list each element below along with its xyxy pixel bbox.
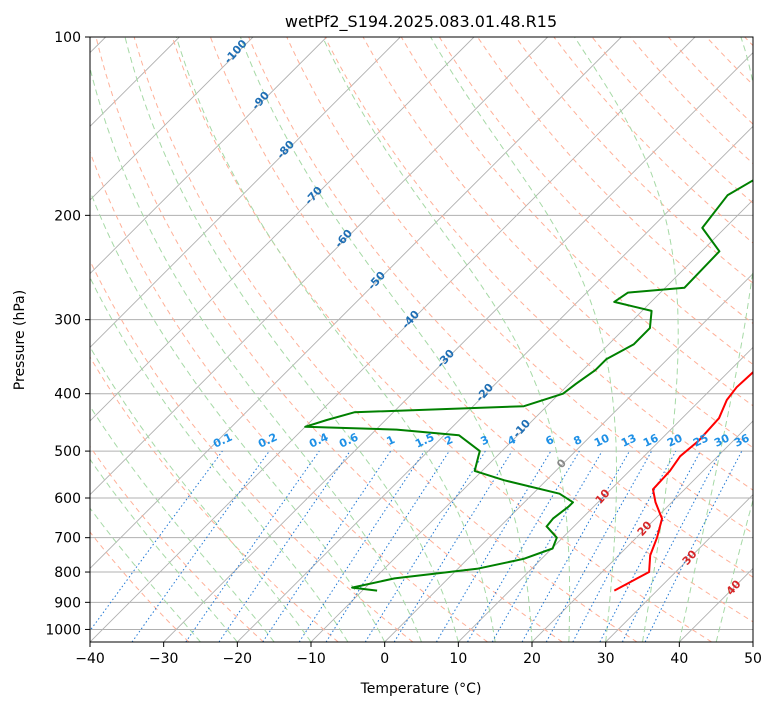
moist-adiabat-line xyxy=(574,37,679,642)
chart-title: wetPf2_S194.2025.083.01.48.R15 xyxy=(285,12,557,32)
mixing-ratio-line xyxy=(393,450,513,642)
dry-adiabat-line xyxy=(133,37,638,642)
dry-adiabat-line xyxy=(362,37,753,449)
dry-adiabat-line xyxy=(95,37,563,642)
moist-adiabat-line xyxy=(90,458,238,642)
plot-background xyxy=(90,37,753,642)
x-tick-label: −20 xyxy=(223,651,253,667)
y-tick-label: 200 xyxy=(54,208,81,224)
x-tick-label: 50 xyxy=(744,651,762,667)
mixing-ratio-line xyxy=(644,450,743,642)
moist-adiabat-line xyxy=(90,405,275,642)
mixing-ratio-line xyxy=(545,450,653,642)
dry-adiabat-line xyxy=(90,356,339,642)
isotherm-line xyxy=(384,273,753,642)
isotherm-line xyxy=(458,346,753,642)
isotherm-line xyxy=(752,641,753,642)
y-tick-label: 600 xyxy=(54,491,81,507)
grid-layer xyxy=(90,37,753,642)
moist-adiabat-line xyxy=(678,37,753,642)
series-layer xyxy=(304,179,753,592)
mixing-ratio-line xyxy=(185,450,320,642)
mixing-ratio-line xyxy=(325,450,450,642)
mixing-ratio-label: 30 xyxy=(712,431,732,449)
moist-adiabat-line xyxy=(90,65,422,642)
mixing-ratio-label: 13 xyxy=(619,431,638,449)
y-tick-label: 100 xyxy=(54,30,81,46)
moist-adiabat-line xyxy=(430,37,617,642)
moist-adiabat-line xyxy=(124,37,459,642)
isotherm-line xyxy=(90,37,254,201)
mixing-ratio-line xyxy=(262,450,392,642)
isotherm-line xyxy=(90,37,622,569)
moist-adiabat-line xyxy=(90,507,201,642)
x-axis: −40 −30 −20 −10 0 10 20 30 40 50 xyxy=(75,642,762,667)
isotherm-line xyxy=(531,420,753,642)
dry-adiabat-line xyxy=(324,37,753,491)
dewpoint-profile-line xyxy=(304,179,753,592)
dry-adiabat-line xyxy=(90,259,414,642)
mixing-ratio-line xyxy=(572,450,677,642)
mixing-ratio-label: 25 xyxy=(691,431,710,449)
x-axis-label: Temperature (°C) xyxy=(360,681,482,697)
y-tick-label: 1000 xyxy=(45,622,81,638)
isotherm-line xyxy=(90,37,401,348)
moist-adiabat-line xyxy=(715,498,753,642)
y-tick-label: 800 xyxy=(54,565,81,581)
x-tick-label: 10 xyxy=(449,651,467,667)
mixing-ratio-label: 10 xyxy=(592,431,612,449)
isotherm-line xyxy=(163,52,753,642)
dry-adiabat-line xyxy=(400,37,753,407)
isotherm-line xyxy=(237,125,753,642)
isotherm-line xyxy=(90,37,475,422)
x-tick-label: 20 xyxy=(523,651,541,667)
y-axis-label: Pressure (hPa) xyxy=(12,290,28,390)
dry-adiabat-line xyxy=(210,37,753,623)
mixing-ratio-line xyxy=(521,450,630,642)
y-tick-label: 400 xyxy=(54,387,81,403)
moist-adiabat-line xyxy=(90,345,312,642)
dry-adiabat-line xyxy=(90,531,190,642)
y-tick-label: 300 xyxy=(54,313,81,329)
x-tick-label: −30 xyxy=(149,651,179,667)
mixing-ratio-line xyxy=(90,450,223,632)
plot-frame xyxy=(89,36,754,643)
x-tick-label: 40 xyxy=(670,651,688,667)
mixing-ratio-line xyxy=(298,450,425,642)
x-tick-label: 0 xyxy=(380,651,389,667)
mixing-ratio-label: 20 xyxy=(665,431,685,449)
isotherm-line xyxy=(90,37,548,496)
dry-adiabat-line xyxy=(248,37,753,578)
temperature-profile-line xyxy=(613,370,753,592)
x-tick-label: 30 xyxy=(597,651,615,667)
moist-adiabat-line xyxy=(90,276,349,642)
moist-adiabat-line xyxy=(90,189,386,642)
x-tick-label: −10 xyxy=(296,651,326,667)
moist-adiabat-line xyxy=(175,37,496,642)
y-tick-label: 900 xyxy=(54,595,81,611)
mixing-ratio-label: 36 xyxy=(732,431,752,449)
x-tick-label: −40 xyxy=(75,651,105,667)
y-tick-label: 500 xyxy=(54,444,81,460)
isotherm-line xyxy=(605,494,753,642)
mixing-ratio-line xyxy=(131,450,270,642)
y-axis: 1000 900 800 700 600 500 400 300 200 100 xyxy=(45,30,90,638)
isotherm-line xyxy=(90,37,327,275)
mixing-ratio-line xyxy=(218,450,351,642)
y-tick-label: 700 xyxy=(54,531,81,547)
mixing-ratio-label: 16 xyxy=(641,431,661,449)
moist-adiabat-line xyxy=(239,37,533,642)
moist-adiabat-line xyxy=(322,37,571,642)
